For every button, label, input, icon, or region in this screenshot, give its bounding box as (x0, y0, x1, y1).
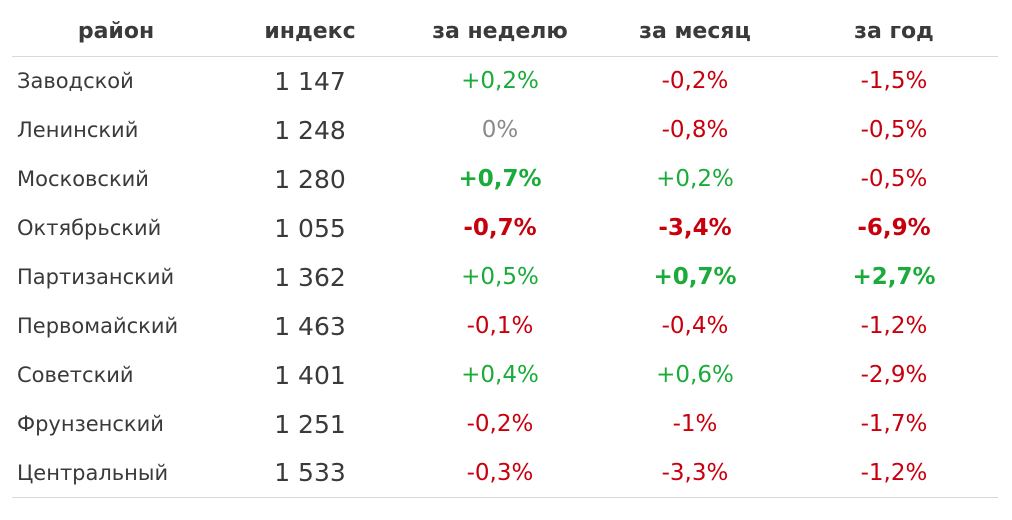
year-change-cell: -2,9% (860, 362, 928, 388)
district-name-cell: Московский (17, 167, 149, 191)
index-value-cell: 1 248 (274, 115, 346, 145)
month-change-cell: -0,4% (661, 313, 729, 339)
month-change-cell: -1% (672, 411, 718, 437)
month-change-cell: +0,6% (656, 362, 734, 388)
month-change-cell: -3,3% (600, 448, 790, 498)
month-change-cell: -0,8% (661, 117, 729, 143)
month-change-cell: -3,4% (658, 215, 732, 241)
index-value-cell: 1 533 (220, 448, 400, 498)
district-index-table-container: район индекс за неделю за месяц за год З… (12, 6, 998, 498)
table-row: Октябрьский 1 055 -0,7% -3,4% -6,9% (12, 204, 998, 253)
index-value-cell: 1 147 (274, 66, 346, 96)
month-change-cell: +0,7% (653, 264, 737, 290)
column-header-index: индекс (220, 6, 400, 57)
column-header-year: за год (790, 6, 998, 57)
table-row: Ленинский 1 248 0% -0,8% -0,5% (12, 106, 998, 155)
table-row: Фрунзенский 1 251 -0,2% -1% -1,7% (12, 400, 998, 449)
district-name-cell: Заводской (17, 69, 134, 94)
index-value-cell: 1 463 (274, 311, 346, 341)
district-index-table: район индекс за неделю за месяц за год З… (12, 6, 998, 498)
table-header: район индекс за неделю за месяц за год (12, 6, 998, 57)
column-header-month: за месяц (600, 6, 790, 57)
year-change-cell: -1,2% (860, 313, 928, 339)
index-value-cell: 1 280 (274, 164, 346, 194)
index-value-cell: 1 362 (274, 262, 346, 292)
year-change-cell: -1,5% (860, 68, 928, 95)
table-body: Заводской 1 147 +0,2% -0,2% -1,5% Ленинский 1 … (12, 57, 998, 498)
year-change-cell: -6,9% (857, 215, 931, 241)
district-name-cell: Партизанский (17, 265, 175, 289)
week-change-cell: +0,5% (461, 264, 539, 290)
district-name-cell: Фрунзенский (17, 412, 164, 436)
week-change-cell: -0,3% (400, 448, 600, 498)
month-change-cell: -0,2% (661, 68, 729, 95)
week-change-cell: 0% (481, 117, 519, 143)
table-row: Московский 1 280 +0,7% +0,2% -0,5% (12, 155, 998, 204)
table-row: Заводской 1 147 +0,2% -0,2% -1,5% (12, 57, 998, 106)
column-header-district: район (12, 6, 220, 57)
week-change-cell: -0,2% (466, 411, 534, 437)
district-name-cell: Советский (17, 363, 134, 387)
table-row: Первомайский 1 463 -0,1% -0,4% -1,2% (12, 302, 998, 351)
month-change-cell: +0,2% (656, 166, 734, 192)
week-change-cell: +0,2% (461, 68, 539, 95)
index-value-cell: 1 401 (274, 360, 346, 390)
year-change-cell: -0,5% (860, 117, 928, 143)
table-row: Советский 1 401 +0,4% +0,6% -2,9% (12, 351, 998, 400)
index-value-cell: 1 055 (274, 213, 346, 243)
week-change-cell: -0,7% (463, 215, 537, 241)
table-row: Центральный 1 533 -0,3% -3,3% -1,2% (12, 448, 998, 498)
week-change-cell: -0,1% (466, 313, 534, 339)
week-change-cell: +0,7% (458, 166, 542, 192)
header-row: район индекс за неделю за месяц за год (12, 6, 998, 57)
year-change-cell: +2,7% (852, 264, 936, 290)
index-value-cell: 1 251 (274, 409, 346, 439)
district-name-cell: Центральный (12, 448, 220, 498)
week-change-cell: +0,4% (461, 362, 539, 388)
district-name-cell: Ленинский (17, 118, 139, 142)
column-header-week: за неделю (400, 6, 600, 57)
district-name-cell: Первомайский (17, 314, 179, 338)
year-change-cell: -1,2% (790, 448, 998, 498)
table-row: Партизанский 1 362 +0,5% +0,7% +2,7% (12, 253, 998, 302)
year-change-cell: -1,7% (860, 411, 928, 437)
year-change-cell: -0,5% (860, 166, 928, 192)
district-name-cell: Октябрьский (17, 216, 162, 240)
